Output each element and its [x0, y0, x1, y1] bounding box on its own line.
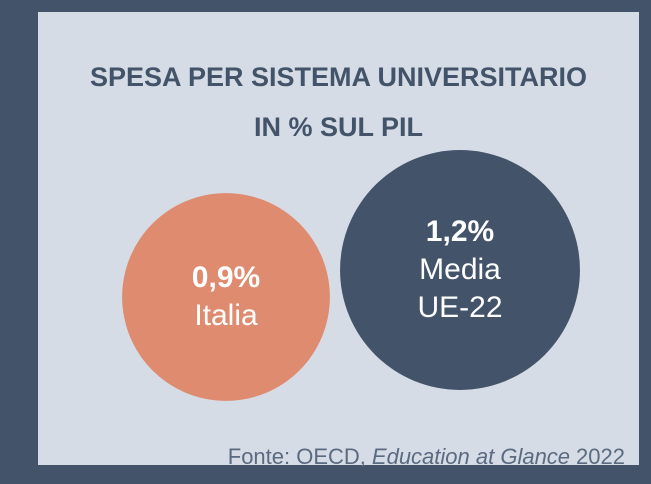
value-label: 1,2% — [425, 215, 495, 248]
title-line: SPESA PER SISTEMA UNIVERSITARIO — [89, 62, 588, 92]
source-text: Fonte: OECD, — [227, 444, 366, 469]
bubble — [340, 150, 580, 390]
category-label: Italia — [194, 299, 258, 332]
category-label: Media UE-22 — [417, 253, 503, 324]
source-year: 2022 — [576, 444, 625, 469]
source: Fonte: OECD, Education at Glance 2022 — [228, 444, 625, 470]
value-label: 0,9% — [191, 261, 261, 294]
bubble-label: 1,2% Media UE-22 — [390, 213, 530, 327]
bubble — [122, 193, 330, 401]
source-title: Education at Glance — [371, 444, 571, 469]
title-line: IN % SUL PIL — [253, 112, 424, 142]
chart-title: SPESA PER SISTEMA UNIVERSITARIO IN % SUL… — [38, 52, 639, 152]
bubble-label: 0,9% Italia — [156, 259, 296, 335]
